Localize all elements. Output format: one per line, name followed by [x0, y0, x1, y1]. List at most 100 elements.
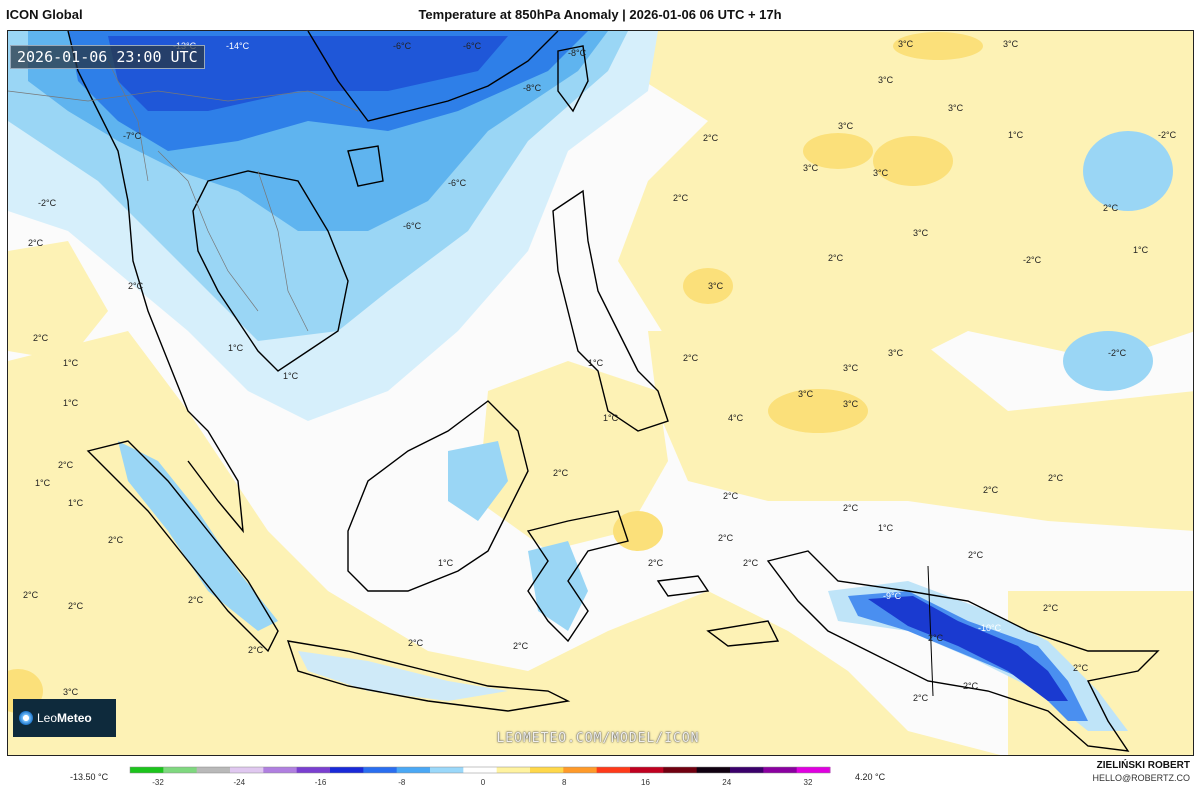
map-title: Temperature at 850hPa Anomaly | 2026-01-… — [418, 7, 782, 22]
contour-label: 1°C — [1008, 130, 1024, 140]
contour-label: 3°C — [803, 163, 819, 173]
logo-text: LeoMeteo — [37, 711, 92, 725]
legend-tick-label: -32 — [152, 778, 164, 787]
legend-color-segment — [496, 767, 531, 773]
legend-color-segment — [730, 767, 764, 773]
contour-label: 1°C — [68, 498, 84, 508]
weather-map[interactable]: -14°C-13°C-6°C-6°C-8°C-8°C-7°C-6°C-6°C-2… — [7, 30, 1194, 756]
leometeo-logo[interactable]: LeoMeteo — [13, 699, 116, 737]
contour-label: 2°C — [408, 638, 424, 648]
legend-color-segment — [796, 767, 831, 773]
contour-label: 2°C — [718, 533, 734, 543]
leometeo-logo-icon — [19, 711, 33, 725]
contour-label: 3°C — [843, 363, 859, 373]
contour-label: 2°C — [1073, 663, 1089, 673]
contour-label: 2°C — [28, 238, 44, 248]
contour-label: 2°C — [1103, 203, 1119, 213]
contour-label: -9°C — [883, 591, 902, 601]
contour-label: 3°C — [878, 75, 894, 85]
legend-color-segment — [163, 767, 198, 773]
contour-label: 2°C — [553, 468, 569, 478]
contour-label: -2°C — [38, 198, 57, 208]
contour-label: -10°C — [978, 623, 1002, 633]
contour-label: 1°C — [35, 478, 51, 488]
country-borders — [8, 60, 359, 332]
legend-color-segment — [296, 767, 331, 773]
contour-label: 2°C — [248, 645, 264, 655]
legend-color-segment — [563, 767, 598, 773]
legend-tick-label: -24 — [233, 778, 245, 787]
contour-label: 1°C — [1133, 245, 1149, 255]
contour-label: 2°C — [743, 558, 759, 568]
map-header: ICON Global Temperature at 850hPa Anomal… — [0, 0, 1200, 30]
contour-label: 3°C — [838, 121, 854, 131]
legend-color-segment — [663, 767, 698, 773]
legend-color-segment — [196, 767, 231, 773]
contour-label: 2°C — [983, 485, 999, 495]
contour-labels: -14°C-13°C-6°C-6°C-8°C-8°C-7°C-6°C-6°C-2… — [23, 39, 1177, 703]
contour-label: 1°C — [878, 523, 894, 533]
legend-color-segment — [396, 767, 431, 773]
site-watermark: LEOMETEO.COM/MODEL/ICON — [496, 731, 700, 746]
contour-label: -6°C — [393, 41, 412, 51]
contour-label: 2°C — [703, 133, 719, 143]
contour-label: 2°C — [723, 491, 739, 501]
contour-label: -6°C — [448, 178, 467, 188]
color-scale: -32 -24 -16 -8 0 8 16 24 32 — [129, 766, 831, 787]
contour-label: 1°C — [588, 358, 604, 368]
contour-label: 2°C — [928, 633, 944, 643]
legend-max-label: 4.20 °C — [855, 772, 886, 782]
legend-tick-label: 24 — [722, 778, 731, 787]
contour-label: 2°C — [23, 590, 39, 600]
legend-color-segment — [430, 767, 464, 773]
contour-label: 2°C — [963, 681, 979, 691]
contour-label: 2°C — [648, 558, 664, 568]
legend-color-segment — [763, 767, 798, 773]
contour-label: 2°C — [108, 535, 124, 545]
contour-label: 2°C — [68, 601, 84, 611]
legend-color-segment — [530, 767, 564, 773]
cold-anomaly-areas — [8, 31, 1173, 731]
contour-label: 2°C — [33, 333, 49, 343]
warm-anomaly-areas — [8, 31, 1193, 755]
legend-color-segment — [463, 767, 498, 773]
contour-label: 2°C — [683, 353, 699, 363]
contour-label: -14°C — [226, 41, 250, 51]
legend-color-segment — [630, 767, 664, 773]
contour-label: 3°C — [63, 687, 79, 697]
legend-tick-label: 8 — [562, 778, 567, 787]
legend-color-segment — [363, 767, 398, 773]
author-name: ZIELIŃSKI ROBERT — [1096, 760, 1190, 771]
legend-color-segment — [330, 767, 364, 773]
legend-tick-label: -16 — [315, 778, 327, 787]
contour-label: 2°C — [913, 693, 929, 703]
contour-label: 2°C — [1043, 603, 1059, 613]
contour-label: 1°C — [63, 358, 79, 368]
contour-label: 2°C — [58, 460, 74, 470]
contour-label: 3°C — [873, 168, 889, 178]
legend-color-segment — [230, 767, 264, 773]
contour-label: 3°C — [898, 39, 914, 49]
contour-label: 3°C — [913, 228, 929, 238]
contour-label: -8°C — [523, 83, 542, 93]
coastlines — [67, 31, 1160, 752]
legend-color-segment — [696, 767, 731, 773]
contour-label: 3°C — [888, 348, 904, 358]
contour-label: 3°C — [843, 399, 859, 409]
legend-color-segment — [596, 767, 631, 773]
contour-label: 1°C — [63, 398, 79, 408]
contour-label: 2°C — [128, 281, 144, 291]
contour-label: -7°C — [123, 131, 142, 141]
contour-label: 2°C — [513, 641, 529, 651]
contour-label: -2°C — [1158, 130, 1177, 140]
contour-label: -2°C — [1023, 255, 1042, 265]
contour-label: -6°C — [403, 221, 422, 231]
contour-label: 1°C — [603, 413, 619, 423]
author-email[interactable]: HELLO@ROBERTZ.CO — [1092, 773, 1191, 783]
contour-label: -2°C — [1108, 348, 1127, 358]
legend-min-label: -13.50 °C — [70, 772, 109, 782]
legend-color-segment — [130, 767, 164, 773]
contour-label: 4°C — [728, 413, 744, 423]
legend-tick-label: -8 — [398, 778, 406, 787]
map-canvas: -14°C-13°C-6°C-6°C-8°C-8°C-7°C-6°C-6°C-2… — [8, 31, 1193, 755]
